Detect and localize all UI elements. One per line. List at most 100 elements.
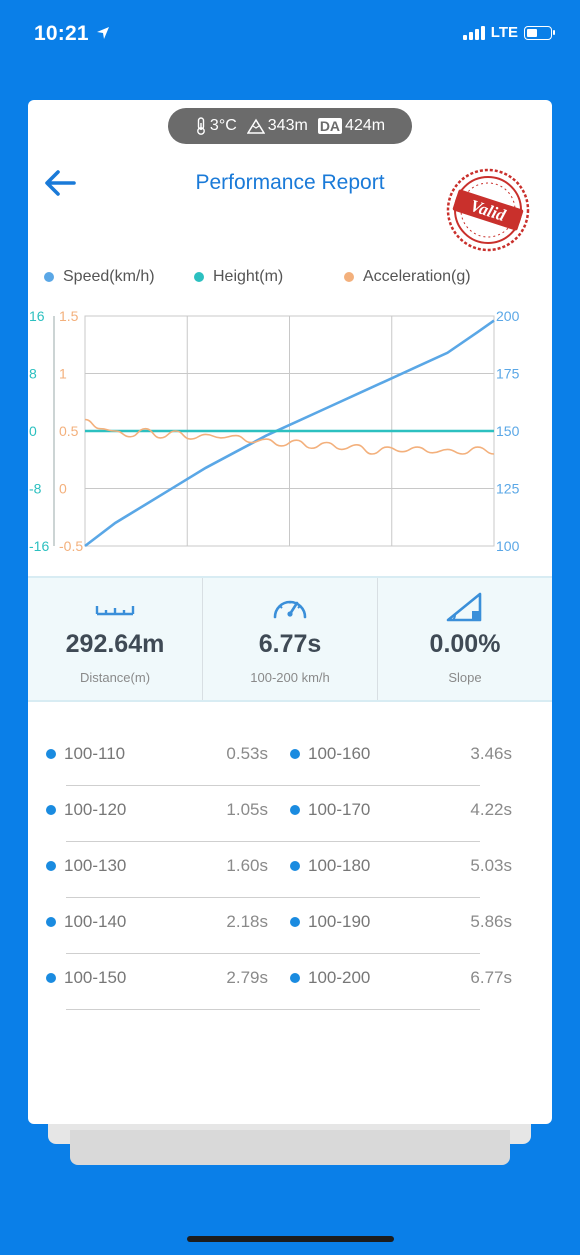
split-range: 100-160 [290,734,370,774]
stat-distance: 292.64m Distance(m) [28,578,202,700]
split-range-label: 100-120 [64,800,127,819]
stat-slope: 0.00% Slope [377,578,552,700]
acceleration-tick-label: -0.5 [59,538,83,554]
split-range-label: 100-200 [308,968,371,987]
split-row: 100-130 1.60s 100-180 5.03s [28,846,552,902]
density-altitude-reading: DA 424m [317,117,386,135]
legend-dot [44,272,54,282]
split-row: 100-150 2.79s 100-200 6.77s [28,958,552,1014]
split-range-label: 100-110 [64,744,126,763]
stat-value: 6.77s [258,630,322,658]
split-range: 100-190 [290,902,370,942]
speed-tick-label: 150 [496,423,520,439]
acceleration-tick-label: 0 [59,481,67,497]
speed-tick-label: 100 [496,538,520,554]
split-range-label: 100-160 [308,744,371,763]
report-card: 3°C 343m DA 424m Performance Report Vali… [28,100,552,1124]
split-range: 100-130 [46,846,126,886]
network-type: LTE [490,24,518,41]
height-tick-label: 0 [29,423,37,439]
stat-value: 0.00% [429,630,501,658]
stats-panel: 292.64m Distance(m) 6.77s 100-200 km/h 0… [28,576,552,702]
page-title: Performance Report [195,171,385,194]
split-row: 100-110 0.53s 100-160 3.46s [28,734,552,790]
split-range-label: 100-140 [64,912,127,931]
height-tick-label: -16 [29,538,49,554]
split-range: 100-150 [46,958,126,998]
stat-value: 292.64m [65,630,165,658]
split-time: 1.60s [226,856,268,875]
height-tick-label: 16 [29,308,45,324]
card-stack-shadow-2 [70,1130,510,1165]
cellular-signal-icon [462,25,485,40]
split-range: 100-180 [290,846,370,886]
da-badge: DA [317,118,343,134]
altitude-reading: 343m [246,117,308,135]
home-indicator[interactable] [187,1236,394,1242]
bullet-icon [46,917,56,927]
bullet-icon [46,805,56,815]
split-row: 100-140 2.18s 100-190 5.86s [28,902,552,958]
acceleration-tick-label: 1 [59,366,67,382]
chart-legend: Speed(km/h) Height(m) Acceleration(g) [28,266,552,290]
stat-label: Distance(m) [79,670,151,685]
status-indicators: LTE [462,24,555,41]
valid-stamp-icon: Valid [446,168,530,252]
back-arrow-icon[interactable] [40,166,80,200]
bullet-icon [46,861,56,871]
height-tick-label: 8 [29,366,37,382]
split-time: 3.46s [470,744,512,763]
split-time: 2.18s [226,912,268,931]
acceleration-series-line [84,418,495,455]
bullet-icon [290,749,300,759]
split-time: 5.86s [470,912,512,931]
split-times-list: 100-110 0.53s 100-160 3.46s 100-120 1.05… [28,734,552,1014]
split-range: 100-120 [46,790,126,830]
bullet-icon [290,805,300,815]
acceleration-tick-label: 1.5 [59,308,79,324]
temperature-reading: 3°C [195,117,237,135]
split-range-label: 100-150 [64,968,127,987]
density-altitude-value: 424m [345,117,386,134]
legend-item-acceleration[interactable]: Acceleration(g) [344,268,471,286]
legend-label: Height(m) [213,268,284,285]
slope-icon [446,592,482,622]
mountain-icon [246,118,265,134]
speed-tick-label: 125 [496,481,520,497]
split-time: 4.22s [470,800,512,819]
split-range: 100-110 [46,734,125,774]
legend-dot [194,272,204,282]
thermometer-icon [197,117,205,135]
split-time: 2.79s [226,968,268,987]
bullet-icon [290,973,300,983]
status-bar: 10:21 LTE [0,0,580,70]
temperature-value: 3°C [209,117,237,134]
battery-icon [524,25,555,40]
split-range-label: 100-180 [308,856,371,875]
split-range-label: 100-130 [64,856,127,875]
split-time: 1.05s [226,800,268,819]
acceleration-tick-label: 0.5 [59,423,79,439]
height-tick-label: -8 [29,481,42,497]
bullet-icon [290,917,300,927]
split-range-label: 100-190 [308,912,371,931]
bullet-icon [290,861,300,871]
split-range: 100-140 [46,902,126,942]
stat-time: 6.77s 100-200 km/h [202,578,377,700]
legend-label: Speed(km/h) [63,268,155,285]
speed-series-line [84,319,495,548]
split-range: 100-170 [290,790,370,830]
split-time: 0.53s [226,744,268,763]
altitude-value: 343m [267,117,308,134]
split-row: 100-120 1.05s 100-170 4.22s [28,790,552,846]
status-time: 10:21 [34,22,89,45]
speed-tick-label: 175 [496,366,520,382]
split-range-label: 100-170 [308,800,371,819]
legend-label: Acceleration(g) [363,268,471,285]
bullet-icon [46,973,56,983]
split-time: 6.77s [470,968,512,987]
split-range: 100-200 [290,958,370,998]
legend-item-height[interactable]: Height(m) [194,268,283,286]
stat-label: Slope [448,670,482,685]
legend-item-speed[interactable]: Speed(km/h) [44,268,155,286]
